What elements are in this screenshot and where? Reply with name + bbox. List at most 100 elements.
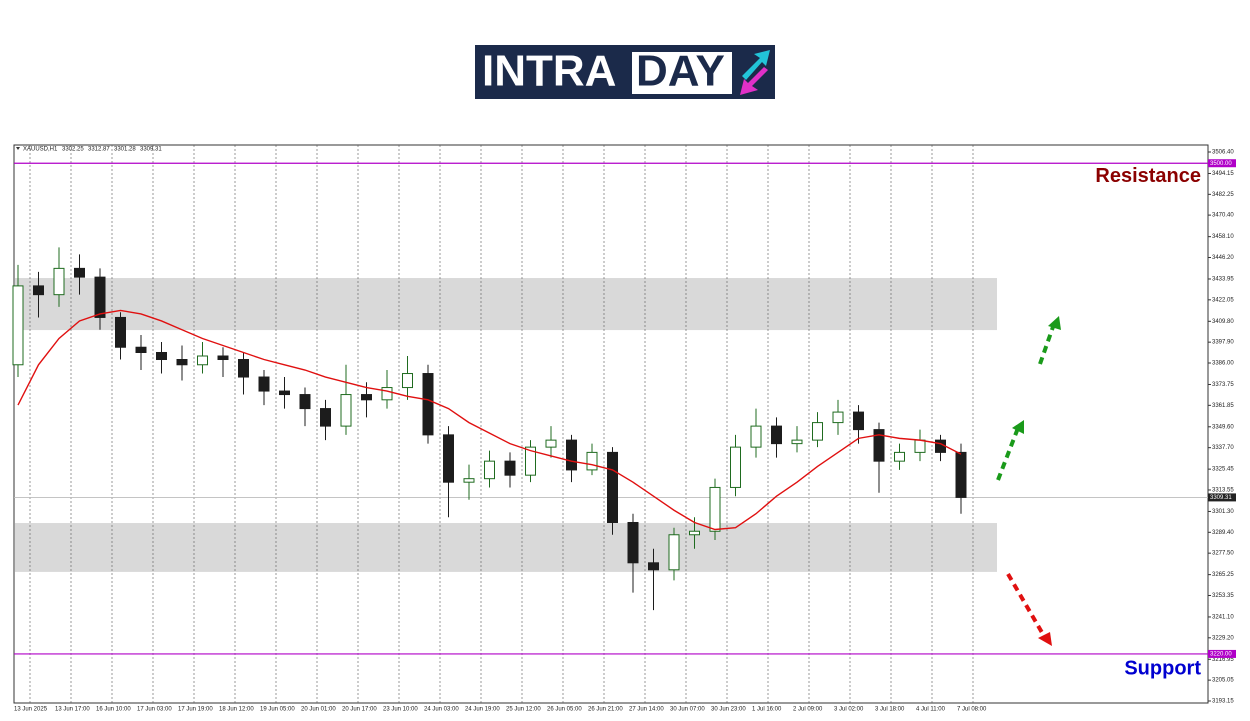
y-tick-label: 3446.20 xyxy=(1212,255,1234,261)
logo-arrow xyxy=(742,50,770,80)
x-tick-label: 30 Jun 07:00 xyxy=(670,707,705,713)
price-tag xyxy=(1208,493,1236,502)
x-tick-label: 13 Jun 17:00 xyxy=(55,707,90,713)
candle-body xyxy=(115,316,126,348)
x-tick-label: 20 Jun 17:00 xyxy=(342,707,377,713)
x-tick-label: 19 Jun 05:00 xyxy=(260,707,295,713)
y-tick-label: 3241.10 xyxy=(1212,615,1234,621)
arrow xyxy=(996,427,1020,481)
y-tick-label: 3409.80 xyxy=(1212,319,1234,325)
x-tick-label: 3 Jul 18:00 xyxy=(875,707,905,713)
candle-body xyxy=(176,359,188,366)
x-tick-label: 26 Jun 21:00 xyxy=(588,707,623,713)
candle-body xyxy=(504,460,516,476)
logo: INTRA DAY xyxy=(475,45,775,99)
logo-arrow xyxy=(740,67,768,95)
logo-text: DAY xyxy=(636,47,725,96)
y-tick-label: 3253.35 xyxy=(1212,593,1234,599)
y-tick-label: 3433.95 xyxy=(1212,277,1234,283)
arrow-head xyxy=(1048,316,1061,330)
level-tag xyxy=(1208,649,1236,658)
arrows xyxy=(996,316,1061,646)
x-tick-label: 1 Jul 16:00 xyxy=(752,707,782,713)
y-tick-label: 3289.40 xyxy=(1212,530,1234,536)
candle-body xyxy=(279,390,290,396)
x-tick-label: 18 Jun 12:00 xyxy=(219,707,254,713)
x-tick-label: 27 Jun 14:00 xyxy=(629,707,664,713)
candle-body xyxy=(320,408,331,427)
level-label: 3220.00 xyxy=(1210,652,1232,658)
candle-body xyxy=(607,451,618,523)
header-value: 3309.31 xyxy=(140,147,162,153)
candle-body xyxy=(648,562,659,571)
y-tick-label: 3193.15 xyxy=(1212,699,1234,705)
y-tick-label: 3301.30 xyxy=(1212,509,1234,515)
y-tick-label: 3494.15 xyxy=(1212,171,1234,177)
candle-body xyxy=(340,394,352,427)
candle-body xyxy=(381,387,393,401)
logo-box xyxy=(632,52,732,94)
y-tick-label: 3229.20 xyxy=(1212,635,1234,641)
candle-body xyxy=(402,373,413,389)
plot-frame xyxy=(13,144,1209,704)
candle-body xyxy=(53,267,65,296)
x-tick-label: 3 Jul 02:00 xyxy=(834,707,864,713)
x-tick-label: 17 Jun 19:00 xyxy=(178,707,213,713)
candle-body xyxy=(689,530,700,536)
candle-body xyxy=(258,376,270,392)
candle-body xyxy=(771,425,782,445)
y-tick-label: 3265.25 xyxy=(1212,572,1234,578)
y-tick-label: 3325.45 xyxy=(1212,467,1234,473)
candle-body xyxy=(443,434,454,483)
y-tick-label: 3216.95 xyxy=(1212,657,1234,663)
candle-body xyxy=(156,351,167,361)
y-tick-label: 3277.50 xyxy=(1212,551,1234,557)
candle-body xyxy=(914,439,926,453)
candle-body xyxy=(812,422,823,441)
candle-body xyxy=(586,451,598,471)
y-tick-label: 3337.70 xyxy=(1212,445,1234,451)
x-tick-label: 20 Jun 01:00 xyxy=(301,707,336,713)
candle-body xyxy=(627,521,639,564)
moving-average xyxy=(17,309,962,531)
candle-body xyxy=(299,394,311,410)
candle-body xyxy=(955,451,967,498)
x-tick-label: 7 Jul 08:00 xyxy=(957,707,987,713)
y-tick-label: 3386.00 xyxy=(1212,361,1234,367)
arrow-head xyxy=(1012,420,1024,434)
zone xyxy=(15,278,997,331)
candle-body xyxy=(74,267,85,278)
candle-body xyxy=(94,276,106,318)
candle-body xyxy=(566,439,577,471)
x-tick-label: 23 Jun 10:00 xyxy=(383,707,418,713)
menu-icon xyxy=(16,147,20,150)
candle-body xyxy=(853,411,864,431)
candle-body xyxy=(12,285,24,366)
candle-body xyxy=(832,411,844,424)
candle-body xyxy=(894,451,905,462)
y-tick-label: 3458.10 xyxy=(1212,234,1234,240)
y-tick-label: 3373.75 xyxy=(1212,382,1234,388)
y-tick-label: 3205.05 xyxy=(1212,678,1234,684)
x-tick-label: 4 Jul 11:00 xyxy=(916,707,946,713)
candle-body xyxy=(730,446,741,488)
y-tick-label: 3506.40 xyxy=(1212,150,1234,156)
candle-body xyxy=(238,359,249,378)
x-tick-label: 25 Jun 12:00 xyxy=(506,707,541,713)
y-tick-label: 3313.55 xyxy=(1212,488,1234,494)
y-tick-label: 3482.25 xyxy=(1212,192,1234,198)
candle-body xyxy=(935,439,946,453)
x-tick-label: 13 Jun 2025 xyxy=(14,707,48,713)
candle-body xyxy=(709,486,721,532)
x-tick-label: 30 Jun 23:00 xyxy=(711,707,746,713)
x-tick-label: 24 Jun 03:00 xyxy=(424,707,459,713)
y-tick-label: 3470.40 xyxy=(1212,213,1234,219)
candle-body xyxy=(463,478,475,483)
x-tick-label: 26 Jun 05:00 xyxy=(547,707,582,713)
y-tick-label: 3422.05 xyxy=(1212,297,1234,303)
header-value: 3312.87 xyxy=(88,147,110,153)
candle-body xyxy=(668,534,680,571)
zone xyxy=(15,523,997,572)
